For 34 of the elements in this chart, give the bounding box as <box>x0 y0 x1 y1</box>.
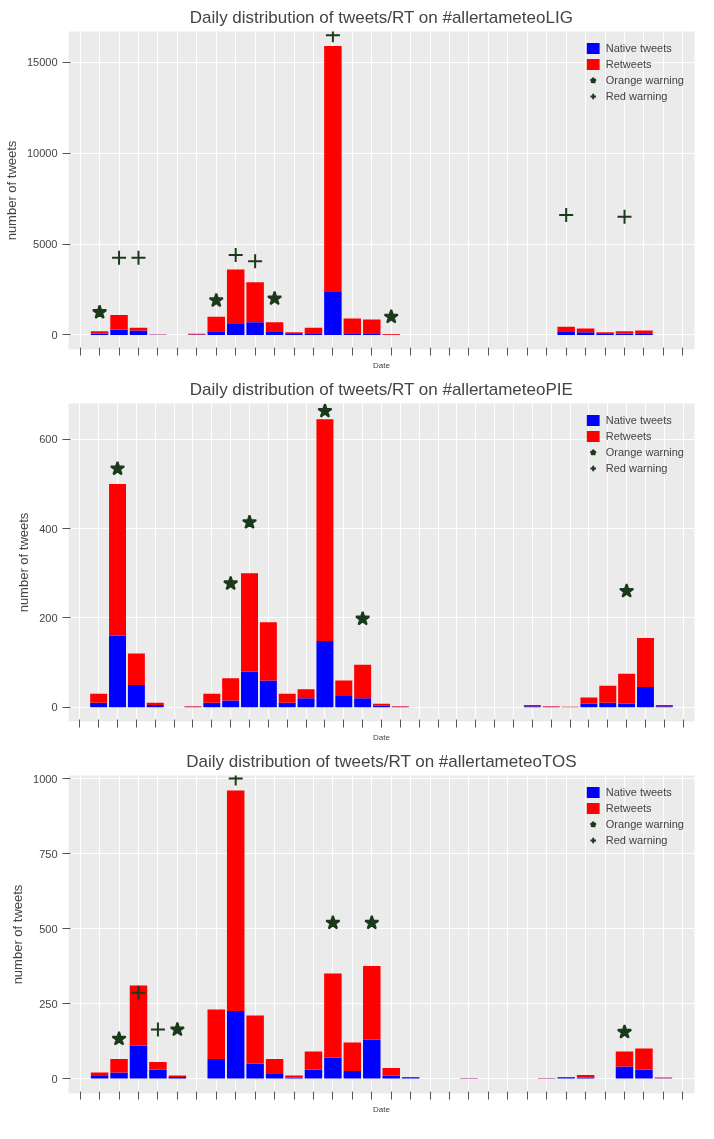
chart-title: Daily distribution of tweets/RT on #allertameteoPIE <box>189 379 573 399</box>
y-tick-label: 250 <box>39 997 58 1010</box>
legend-label: Retweets <box>605 430 652 442</box>
y-axis-title: number of tweets <box>16 512 32 613</box>
legend-label: Native tweets <box>605 414 672 426</box>
y-tick-label: 750 <box>39 847 58 860</box>
legend-label: Red warning <box>605 834 668 846</box>
legend-label: Native tweets <box>605 786 672 798</box>
y-tick-label: 200 <box>39 611 58 624</box>
y-tick-label: 5000 <box>33 238 58 251</box>
y-tick-label: 0 <box>51 1072 58 1085</box>
legend-label: Orange warning <box>605 818 684 830</box>
y-tick-label: 0 <box>51 328 58 341</box>
y-tick-label: 1000 <box>33 772 58 785</box>
x-axis-title: Date <box>373 360 391 370</box>
y-tick-label: 500 <box>39 922 58 935</box>
y-tick-label: 400 <box>39 522 58 535</box>
legend-label: Native tweets <box>605 42 672 54</box>
x-axis-title: Date <box>373 732 391 742</box>
y-tick-label: 600 <box>39 433 58 446</box>
y-axis-title: number of tweets <box>3 140 19 241</box>
legend-label: Red warning <box>605 462 668 474</box>
x-axis-title: Date <box>373 1104 391 1114</box>
chart-title: Daily distribution of tweets/RT on #allertameteoLIG <box>189 7 573 27</box>
legend-label: Retweets <box>605 58 652 70</box>
y-axis-title: number of tweets <box>10 884 26 985</box>
legend-label: Orange warning <box>605 74 684 86</box>
y-tick-label: 10000 <box>26 147 58 160</box>
y-tick-label: 15000 <box>26 56 58 69</box>
legend-label: Red warning <box>605 90 668 102</box>
legend-label: Retweets <box>605 802 652 814</box>
y-tick-label: 0 <box>51 701 58 714</box>
chart-title: Daily distribution of tweets/RT on #allertameteoTOS <box>186 751 577 771</box>
legend-label: Orange warning <box>605 446 684 458</box>
